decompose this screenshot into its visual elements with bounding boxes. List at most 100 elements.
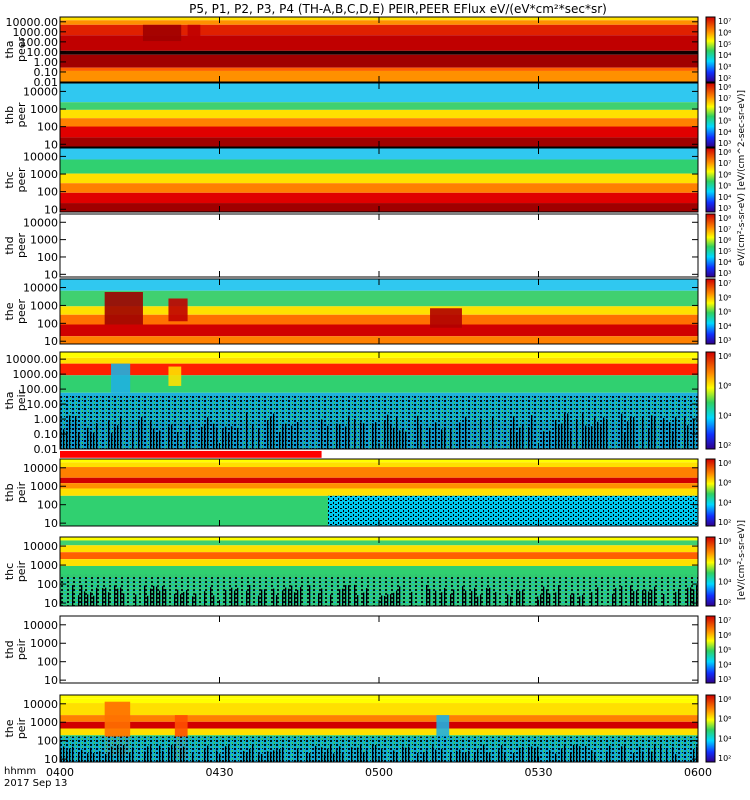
colorbar-tick-label: 10⁴ bbox=[718, 258, 731, 267]
data-gap-line bbox=[93, 595, 95, 606]
y-tick-label: 1000 bbox=[30, 234, 58, 247]
data-gap-line bbox=[459, 422, 461, 449]
spectrogram-band bbox=[60, 545, 698, 553]
data-gap-line bbox=[591, 426, 593, 449]
data-gap-line bbox=[561, 423, 563, 449]
data-gap-line bbox=[105, 587, 107, 606]
colorbar-tick-label: 10⁸ bbox=[718, 214, 731, 223]
noise-region bbox=[60, 395, 698, 449]
data-gap-line bbox=[402, 746, 404, 762]
spectrogram-band bbox=[60, 721, 698, 729]
data-gap-line bbox=[651, 751, 653, 762]
data-gap-line bbox=[375, 744, 377, 762]
colorbar bbox=[705, 351, 716, 450]
data-gap-line bbox=[621, 746, 623, 762]
colorbar-tick-label: 10⁸ bbox=[718, 148, 731, 157]
data-gap-line bbox=[96, 423, 98, 449]
data-gap-line bbox=[585, 745, 587, 762]
data-gap-line bbox=[87, 427, 89, 449]
y-tick-label: 100 bbox=[37, 186, 58, 199]
chart-title: P5, P1, P2, P3, P4 (TH-A,B,C,D,E) PEIR,P… bbox=[189, 2, 607, 16]
data-gap-line bbox=[192, 596, 194, 606]
data-gap-line bbox=[579, 746, 581, 762]
data-gap-line bbox=[225, 426, 227, 449]
data-gap-line bbox=[279, 749, 281, 762]
data-gap-line bbox=[687, 587, 689, 606]
data-gap-line bbox=[693, 749, 695, 762]
data-gap-line bbox=[108, 421, 110, 449]
data-gap-line bbox=[345, 426, 347, 449]
data-gap-line bbox=[474, 587, 476, 606]
data-gap-line bbox=[573, 744, 575, 762]
data-gap-line bbox=[144, 751, 146, 762]
data-gap-line bbox=[342, 753, 344, 762]
data-gap-line bbox=[372, 423, 374, 449]
data-gap-line bbox=[258, 595, 260, 606]
data-gap-line bbox=[543, 586, 545, 606]
data-gap-line bbox=[231, 587, 233, 606]
data-gap-line bbox=[288, 588, 290, 606]
data-gap-line bbox=[624, 432, 626, 449]
data-gap-line bbox=[357, 595, 359, 606]
colorbar-tick-label: 10³ bbox=[718, 204, 731, 213]
y-tick-label: 1000.00 bbox=[13, 26, 59, 39]
colorbar bbox=[705, 458, 716, 527]
x-tick-label: 0500 bbox=[365, 766, 393, 779]
data-gap-line bbox=[522, 589, 524, 606]
data-gap-line bbox=[375, 422, 377, 449]
data-gap-line bbox=[663, 594, 665, 606]
data-gap-line bbox=[591, 592, 593, 606]
data-gap-line bbox=[285, 587, 287, 606]
spectrogram-band bbox=[60, 483, 698, 489]
data-gap-line bbox=[252, 745, 254, 762]
data-gap-line bbox=[204, 591, 206, 606]
data-gap-line bbox=[513, 752, 515, 762]
data-gap-line bbox=[366, 588, 368, 606]
data-gap-line bbox=[129, 752, 131, 762]
data-gap-line bbox=[87, 594, 89, 606]
data-gap-line bbox=[633, 591, 635, 606]
flux-feature bbox=[142, 24, 182, 42]
data-gap-line bbox=[117, 744, 119, 762]
data-gap-line bbox=[354, 419, 356, 449]
spectrogram-band bbox=[60, 109, 698, 119]
data-gap-line bbox=[465, 752, 467, 762]
colorbar-tick-label: 10⁵ bbox=[718, 646, 731, 655]
colorbar-tick-label: 10⁴ bbox=[718, 322, 731, 331]
data-gap-line bbox=[282, 426, 284, 449]
data-gap-line bbox=[675, 416, 677, 449]
y-tick-label: 10000 bbox=[23, 619, 58, 632]
spectrogram-panel-thb-peer: 10000 1000 100 10 thb peer 10⁸ 10⁷ 10⁶ 10⁵ 10⁴ 10³ bbox=[3, 82, 731, 151]
y-tick-label: 10 bbox=[44, 203, 58, 216]
flux-feature bbox=[104, 292, 143, 325]
y-tick-label: 10000 bbox=[23, 150, 58, 163]
colorbar-title-peir: [eV/(cm²-s-sr-eV)] bbox=[737, 520, 747, 600]
data-gap-line bbox=[426, 584, 428, 606]
data-gap-line bbox=[573, 593, 575, 606]
data-gap-line bbox=[555, 753, 557, 762]
data-gap-line bbox=[147, 595, 149, 606]
data-gap-line bbox=[279, 431, 281, 449]
data-gap-line bbox=[327, 425, 329, 449]
data-gap-line bbox=[453, 589, 455, 606]
data-gap-line bbox=[153, 585, 155, 606]
y-tick-label: 1000 bbox=[30, 559, 58, 572]
colorbar-tick-label: 10⁷ bbox=[718, 94, 731, 103]
y-tick-label: 0.10 bbox=[34, 428, 59, 441]
data-gap-line bbox=[156, 586, 158, 606]
data-gap-line bbox=[246, 413, 248, 449]
flux-feature bbox=[168, 298, 188, 322]
data-gap-line bbox=[393, 427, 395, 449]
colorbar-tick-label: 10⁴ bbox=[718, 193, 731, 202]
y-tick-label: 1000 bbox=[30, 103, 58, 116]
data-gap-line bbox=[330, 594, 332, 606]
colorbar-tick-label: 10³ bbox=[718, 63, 731, 72]
data-gap-line bbox=[87, 753, 89, 762]
data-gap-line bbox=[225, 746, 227, 762]
data-gap-line bbox=[348, 415, 350, 449]
data-gap-line bbox=[429, 427, 431, 449]
data-gap-line bbox=[297, 748, 299, 762]
y-axis-label: the bbox=[3, 719, 16, 737]
panel-frame bbox=[59, 615, 699, 684]
data-gap-line bbox=[531, 415, 533, 449]
